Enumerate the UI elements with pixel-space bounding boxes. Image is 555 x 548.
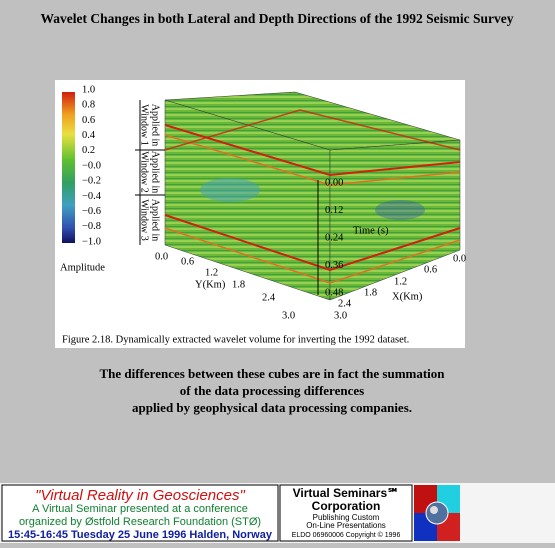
title: Wavelet Changes in both Lateral and Dept… (41, 11, 514, 26)
window-label: Applied in (150, 151, 161, 194)
time-tick: 0.48 (325, 287, 343, 298)
banner-left-line: A Virtual Seminar presented at a confere… (32, 503, 248, 515)
y-tick: 0.6 (181, 256, 194, 267)
window-label: Window 2 (139, 151, 150, 193)
colorbar-tick: 1.0 (82, 84, 95, 95)
logo (414, 485, 460, 541)
colorbar-tick: 0.4 (82, 130, 96, 141)
colorbar-tick: −0.4 (82, 191, 102, 202)
colorbar-tick: −0.0 (82, 160, 101, 171)
colorbar-tick: −1.0 (82, 236, 101, 247)
colorbar (62, 92, 75, 243)
x-label: X(Km) (392, 291, 423, 302)
banner-middle-line: On-Line Presentations (306, 521, 386, 530)
y-label: Y(Km) (195, 279, 226, 290)
colorbar-tick: 0.8 (82, 100, 95, 111)
window-label: Window 3 (139, 199, 150, 241)
time-tick: 0.12 (325, 205, 343, 216)
x-tick: 0.6 (424, 264, 437, 275)
y-tick: 0.0 (155, 251, 168, 262)
colorbar-label: Amplitude (60, 262, 105, 273)
time-tick: 0.00 (325, 177, 343, 188)
x-tick: 3.0 (334, 310, 347, 321)
y-tick: 1.8 (232, 279, 245, 290)
paragraph-line: applied by geophysical data processing c… (132, 400, 412, 415)
time-tick: 0.36 (325, 260, 343, 271)
colorbar-tick: 0.2 (82, 145, 95, 156)
y-tick: 3.0 (282, 310, 295, 321)
x-tick: 1.2 (394, 276, 407, 287)
window-label: Applied in (150, 199, 161, 242)
banner-left-line: 15:45-16:45 Tuesday 25 June 1996 Halden,… (8, 529, 273, 541)
cube (164, 91, 461, 301)
x-tick: 2.4 (338, 298, 352, 309)
caption: Figure 2.18. Dynamically extracted wavel… (62, 334, 409, 345)
window-label: Applied in (150, 104, 161, 147)
banner-left-line: "Virtual Reality in Geosciences" (35, 487, 245, 504)
x-tick: 1.8 (364, 287, 377, 298)
y-tick: 2.4 (262, 292, 276, 303)
banner-middle (279, 484, 413, 542)
colorbar-tick: 0.6 (82, 115, 95, 126)
window-label: Window 1 (139, 104, 150, 146)
time-tick: 0.24 (325, 232, 344, 243)
colorbar-tick: −0.2 (82, 176, 101, 187)
paragraph-line: The differences between these cubes are … (99, 366, 445, 381)
banner-left-line: organized by Østfold Research Foundation… (19, 516, 261, 528)
colorbar-tick: −0.8 (82, 221, 101, 232)
banner-middle-line: Corporation (312, 499, 381, 513)
colorbar-tick: −0.6 (82, 206, 101, 217)
x-tick: 0.0 (453, 253, 466, 264)
banner-left (1, 484, 279, 542)
banner-middle-line: Virtual Seminars℠ (293, 486, 400, 500)
banner-middle-line: ELDO 06960006 Copyright © 1996 (292, 531, 401, 539)
paragraph-line: of the data processing differences (180, 383, 364, 398)
time-label: Time (s) (353, 225, 389, 236)
y-tick: 1.2 (205, 267, 218, 278)
banner-middle-line: Publishing Custom (313, 513, 380, 522)
